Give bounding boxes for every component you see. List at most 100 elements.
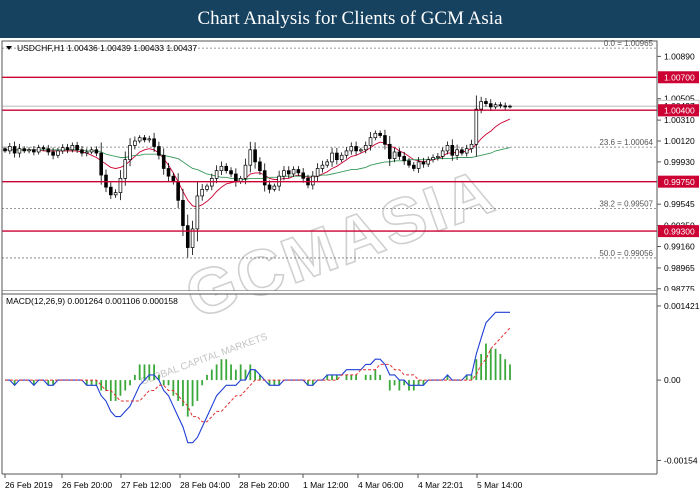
candle-body xyxy=(152,138,156,147)
candle xyxy=(3,146,7,153)
candle-body xyxy=(498,104,503,107)
candle xyxy=(133,136,137,150)
candle xyxy=(335,147,339,165)
candle-body xyxy=(325,161,330,166)
candle xyxy=(440,147,445,160)
price-tick-label: 0.98965 xyxy=(664,263,695,273)
support-resistance-label: 0.99750 xyxy=(664,177,695,187)
candle-body xyxy=(142,137,147,141)
candle-body xyxy=(469,143,474,150)
candle-body xyxy=(359,149,363,152)
price-tick-label: 0.99545 xyxy=(664,199,695,209)
candle-body xyxy=(185,225,190,248)
time-tick-label: 4 Mar 22:01 xyxy=(418,480,464,490)
candle-body xyxy=(363,145,368,151)
candle xyxy=(262,163,267,192)
support-resistance-label: 0.99300 xyxy=(664,226,695,236)
candle-body xyxy=(133,140,137,146)
candle-body xyxy=(291,169,296,175)
macd-tick-label: 0.001421 xyxy=(664,301,700,311)
candle-body xyxy=(484,101,488,104)
fibonacci-label: 23.6 = 1.00064 xyxy=(599,138,653,147)
candle xyxy=(498,102,503,109)
candle-body xyxy=(455,149,459,156)
price-tick-label: 0.98775 xyxy=(664,284,695,294)
candle-body xyxy=(488,103,493,108)
candle xyxy=(185,214,190,258)
candle xyxy=(354,141,358,156)
candle-body xyxy=(8,146,12,152)
candle xyxy=(109,182,113,200)
candle xyxy=(128,138,132,167)
candle-body xyxy=(190,228,195,248)
candle-body xyxy=(46,148,51,153)
candle-body xyxy=(75,145,79,151)
candle-body xyxy=(445,145,450,152)
fibonacci-label: 0.0 = 1.00965 xyxy=(604,39,654,48)
price-tick-label: 0.99930 xyxy=(664,157,695,167)
support-resistance-levels: 1.007001.004000.997500.993001.004371.004… xyxy=(2,71,700,238)
candle-body xyxy=(339,154,344,161)
candle-body xyxy=(123,159,128,179)
candle-body xyxy=(262,170,267,186)
candle-body xyxy=(296,169,301,174)
candle xyxy=(407,157,411,168)
support-resistance-tag xyxy=(658,71,699,84)
candle xyxy=(286,166,291,178)
candle xyxy=(200,184,204,201)
symbol-info: USDCHF,H1 1.00436 1.00439 1.00433 1.0043… xyxy=(17,43,197,53)
collapse-triangle-icon[interactable] xyxy=(6,46,12,50)
candle-body xyxy=(373,132,378,139)
candle xyxy=(296,166,301,176)
candle xyxy=(416,156,421,173)
candle-body xyxy=(205,185,209,190)
candle xyxy=(460,146,464,156)
candle-body xyxy=(349,146,354,152)
support-resistance-tag xyxy=(658,225,699,238)
candle xyxy=(392,148,397,163)
candle xyxy=(484,98,488,107)
candle xyxy=(426,156,431,167)
candle xyxy=(190,220,195,255)
candle xyxy=(84,148,89,157)
candle xyxy=(387,136,392,167)
candle xyxy=(363,141,368,154)
support-resistance-tag xyxy=(658,104,699,117)
candle-body xyxy=(161,154,166,169)
support-resistance-label: 1.00700 xyxy=(664,72,695,82)
candle-body xyxy=(493,104,498,108)
candle xyxy=(41,145,46,151)
candle xyxy=(214,165,219,184)
candle xyxy=(166,162,171,182)
candle-body xyxy=(402,156,406,162)
candle-body xyxy=(56,150,60,156)
candle-body xyxy=(426,159,431,165)
candle xyxy=(267,180,272,194)
candle-body xyxy=(181,199,185,226)
candle-body xyxy=(436,156,440,158)
candle-body xyxy=(166,168,171,177)
candle-body xyxy=(344,150,349,156)
support-resistance-label: 1.00400 xyxy=(664,105,695,115)
candle xyxy=(412,162,416,172)
candle xyxy=(75,141,79,153)
time-axis: 26 Feb 2019 26 Feb 20:00 27 Feb 12:00 28 Fe… xyxy=(4,474,523,490)
macd-tick-label: -0.00154 xyxy=(664,455,698,465)
candle-body xyxy=(195,195,200,230)
candle-body xyxy=(99,152,103,176)
chart-area[interactable]: GCMASIA GLOBAL CAPITAL MARKETS 1.008901.… xyxy=(0,38,700,500)
candle xyxy=(17,143,22,158)
candle xyxy=(469,139,474,153)
macd-line xyxy=(5,311,510,444)
candle-body xyxy=(450,145,455,156)
candle xyxy=(27,147,31,154)
candle xyxy=(272,183,277,192)
candle xyxy=(224,163,229,174)
chart-title: Chart Analysis for Clients of GCM Asia xyxy=(197,8,503,29)
candle-body xyxy=(12,146,17,154)
macd-tick-label: 0.00 xyxy=(664,375,681,385)
candle xyxy=(147,135,152,143)
candle-body xyxy=(113,192,118,196)
candle xyxy=(94,146,99,157)
candle xyxy=(161,148,166,175)
